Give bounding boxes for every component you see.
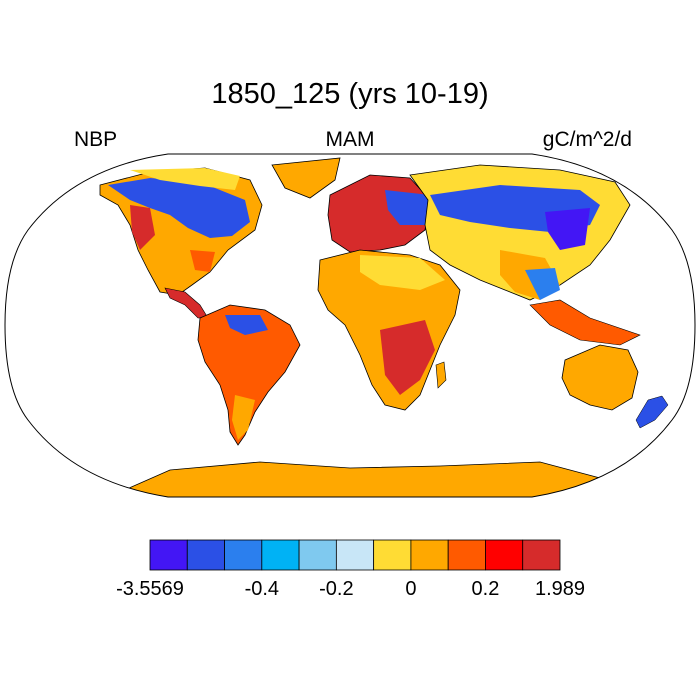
colorbar-box (522, 539, 561, 571)
amazon-sink (225, 315, 268, 335)
north-america-light-band (130, 168, 240, 190)
southern-south-america (232, 395, 255, 440)
north-africa-desert (360, 255, 445, 290)
colorbar-tick-label: 0.2 (472, 578, 500, 600)
units-label: gC/m^2/d (542, 128, 632, 151)
colorbar-tick-label: 1.989 (535, 578, 585, 600)
west-coast-source (130, 205, 155, 250)
colorbar-box (373, 539, 412, 571)
south-america-region (197, 304, 301, 446)
colorbar-box (298, 539, 337, 571)
madagascar-region (435, 361, 447, 389)
north-america-boreal-sink (108, 178, 250, 238)
map-title: 1850_125 (yrs 10-19) (211, 78, 489, 110)
colorbar-box (149, 539, 188, 571)
colorbar-box (410, 539, 449, 571)
colorbar-box (335, 539, 375, 571)
variable-label: NBP (74, 128, 118, 151)
map-border (4, 153, 696, 498)
colorbar-box (447, 539, 486, 571)
colorbar-box (186, 539, 225, 571)
colorbar-box (224, 539, 263, 571)
east-asia-sink (525, 268, 560, 300)
antarctica-region (119, 461, 641, 497)
east-coast-source (190, 250, 215, 272)
europe-east-sink (385, 190, 430, 225)
southeast-asia-region (529, 299, 641, 346)
australia-region (561, 344, 639, 411)
colorbar-box (261, 539, 300, 571)
greenland-region (271, 157, 341, 199)
land-layer (99, 157, 669, 497)
central-africa-source (380, 320, 435, 395)
colorbar-tick-label: -3.5569 (116, 578, 184, 600)
colorbar-tick-label: -0.4 (245, 578, 279, 600)
colorbar-box (485, 539, 524, 571)
new-zealand-region (635, 395, 669, 429)
colorbar-tick-label: -0.2 (319, 578, 353, 600)
colorbar-tick-label: 0 (405, 578, 416, 600)
season-label: MAM (325, 128, 375, 151)
siberia-sink-east (545, 208, 590, 250)
